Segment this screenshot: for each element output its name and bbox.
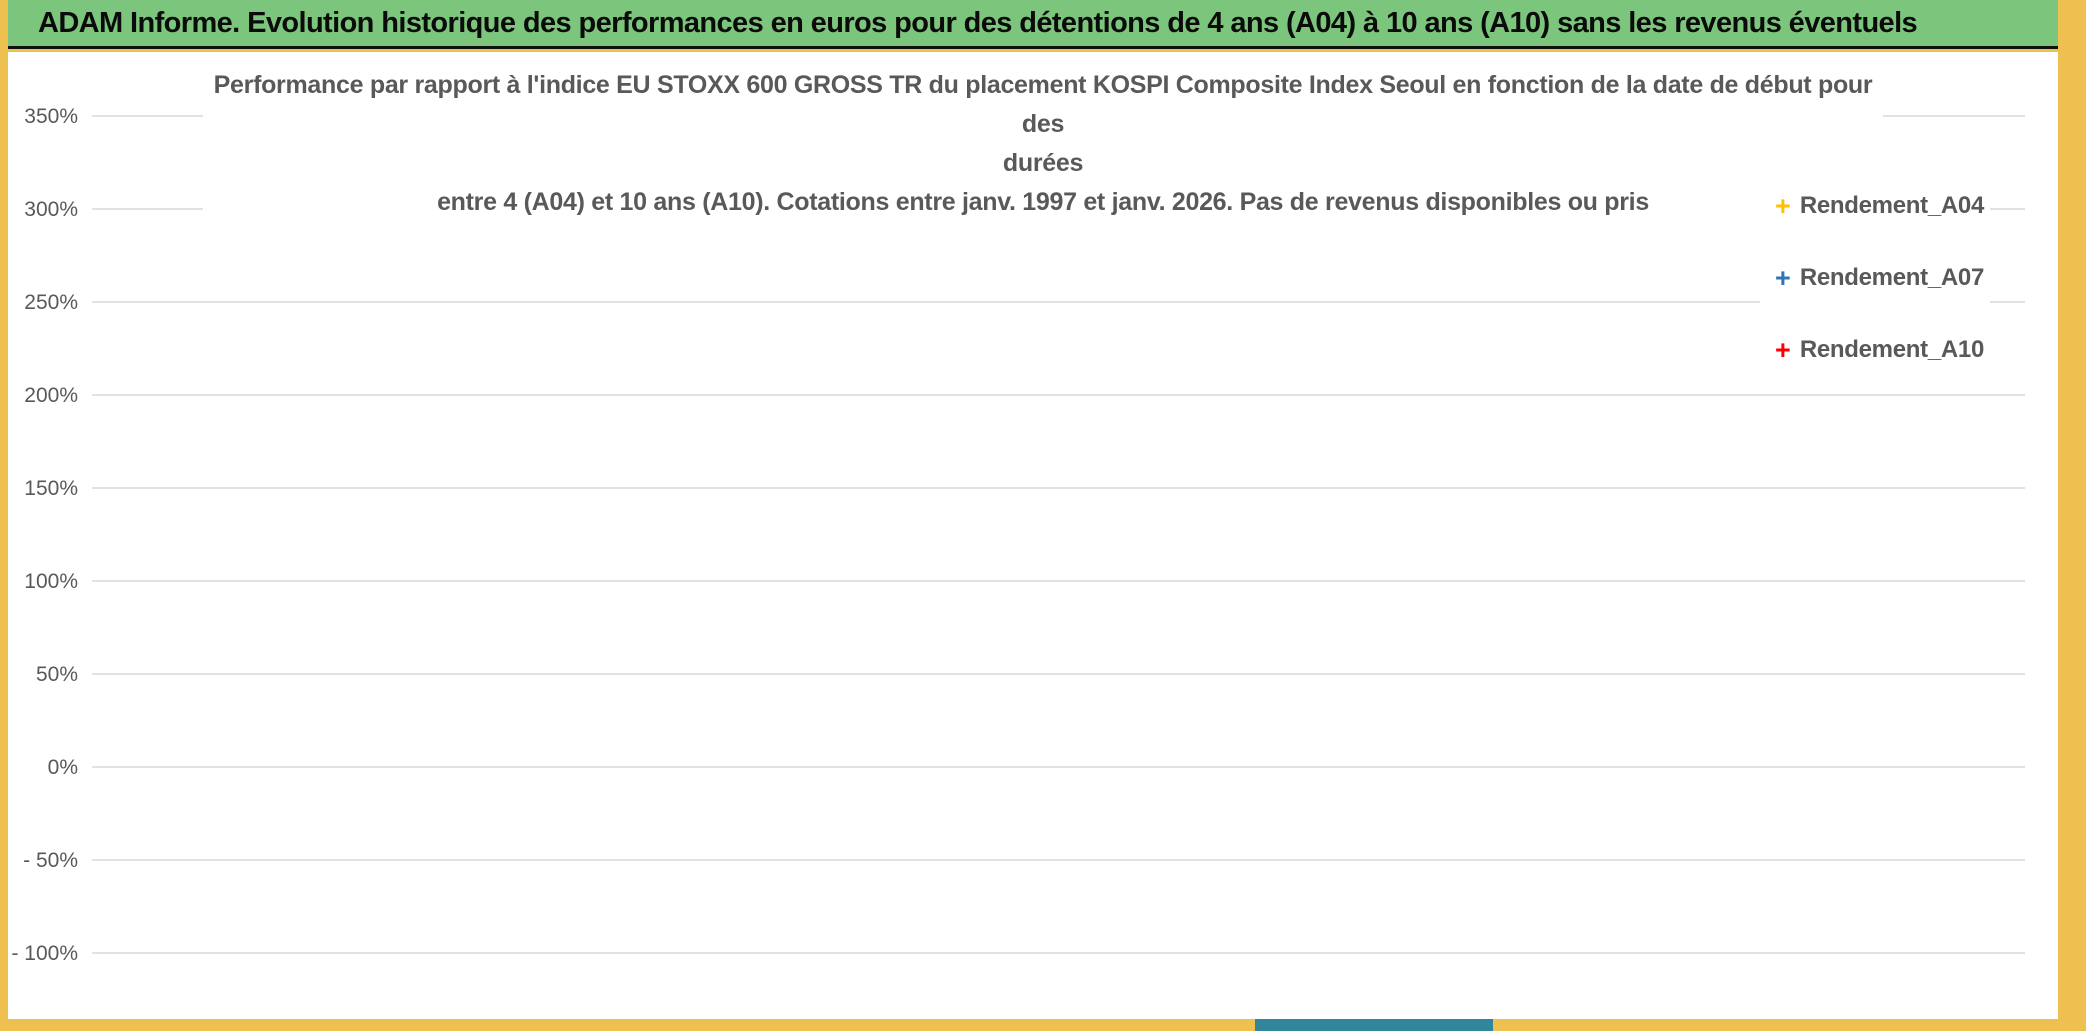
svg-text:350%: 350% bbox=[24, 105, 78, 128]
legend-label: Rendement_A10 bbox=[1799, 336, 1984, 363]
plus-marker-icon: + bbox=[1774, 190, 1791, 221]
chart-legend: + Rendement_A04 + Rendement_A07 + Rendem… bbox=[1759, 182, 1990, 374]
plus-marker-icon: + bbox=[1774, 334, 1791, 365]
chart-title-line3: entre 4 (A04) et 10 ans (A10). Cotations… bbox=[437, 188, 1649, 216]
svg-text:0%: 0% bbox=[48, 756, 78, 779]
legend-label: Rendement_A04 bbox=[1799, 192, 1984, 219]
svg-text:200%: 200% bbox=[24, 384, 78, 407]
legend-item-a07[interactable]: + Rendement_A07 bbox=[1766, 264, 1984, 292]
chart-canvas: 350% 300% 250% 200% 150% 100% 50% 0% - 50% - 100% bbox=[11, 105, 2025, 965]
svg-text:300%: 300% bbox=[24, 198, 78, 221]
legend-item-a10[interactable]: + Rendement_A10 bbox=[1766, 336, 1984, 364]
chart-title-line1: Performance par rapport à l'indice EU ST… bbox=[213, 71, 1873, 138]
legend-label: Rendement_A07 bbox=[1799, 264, 1984, 291]
bottom-accent-bar bbox=[1255, 1019, 1493, 1031]
svg-text:250%: 250% bbox=[24, 291, 78, 314]
svg-text:- 50%: - 50% bbox=[23, 849, 78, 872]
svg-text:- 100%: - 100% bbox=[11, 942, 78, 965]
svg-text:100%: 100% bbox=[24, 570, 78, 593]
report-title: ADAM Informe. Evolution historique des p… bbox=[38, 6, 1918, 39]
chart-region: 350% 300% 250% 200% 150% 100% 50% 0% - 50% - 100%… bbox=[8, 52, 2058, 1019]
svg-text:150%: 150% bbox=[24, 477, 78, 500]
chart-title-line2: durées bbox=[1002, 149, 1084, 177]
plus-marker-icon: + bbox=[1774, 262, 1791, 293]
svg-text:50%: 50% bbox=[36, 663, 78, 686]
report-title-bar: ADAM Informe. Evolution historique des p… bbox=[8, 0, 2058, 49]
chart-title: Performance par rapport à l'indice EU ST… bbox=[203, 66, 1883, 222]
legend-item-a04[interactable]: + Rendement_A04 bbox=[1766, 192, 1984, 220]
